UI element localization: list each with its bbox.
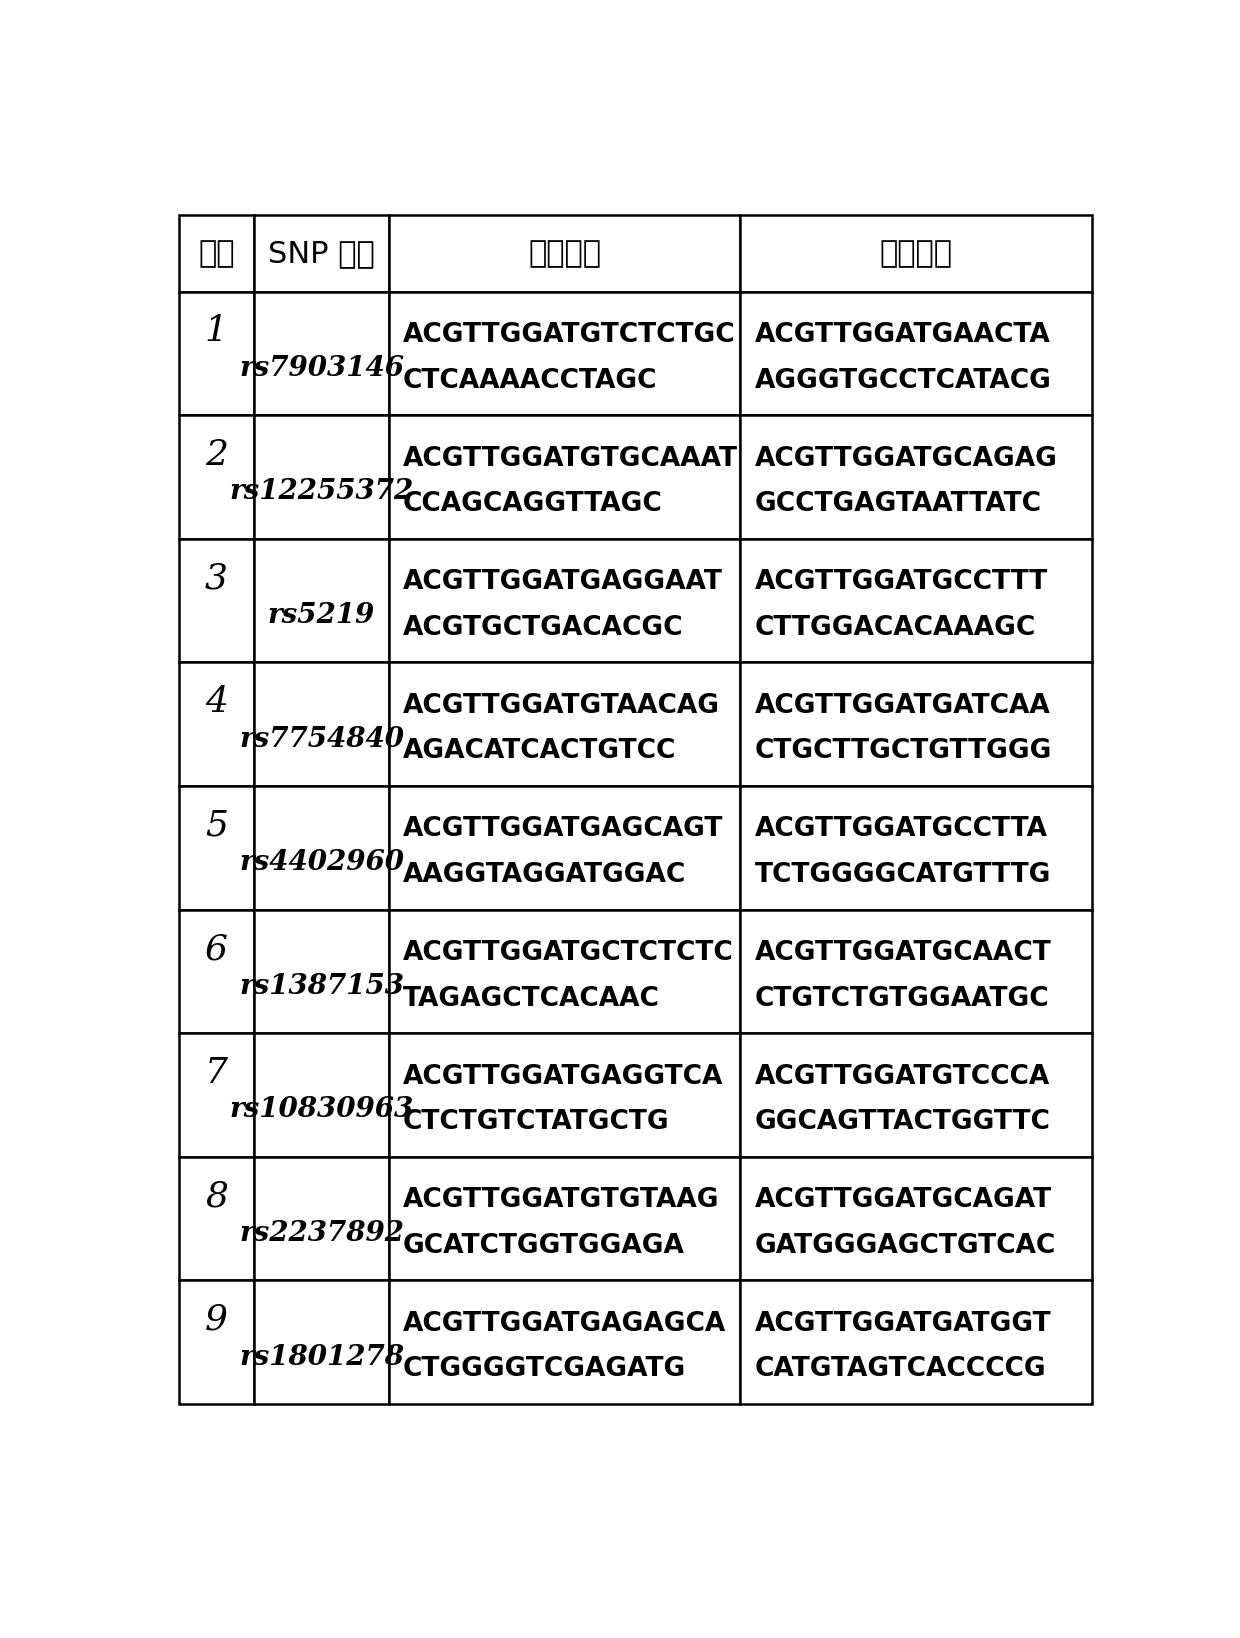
Text: ACGTTGGATGCCTTT: ACGTTGGATGCCTTT: [755, 568, 1048, 595]
Bar: [389, 416, 740, 539]
Text: 7: 7: [205, 1057, 228, 1089]
Bar: [740, 1034, 1092, 1156]
Text: ACGTTGGATGAGGAAT: ACGTTGGATGAGGAAT: [403, 568, 723, 595]
Text: rs12255372: rs12255372: [229, 478, 414, 506]
Text: 9: 9: [205, 1302, 228, 1337]
Text: 下游引物: 下游引物: [879, 239, 952, 269]
Text: AGACATCACTGTCC: AGACATCACTGTCC: [403, 739, 677, 765]
Bar: [179, 1034, 254, 1156]
Bar: [179, 909, 254, 1034]
Text: CTGTCTGTGGAATGC: CTGTCTGTGGAATGC: [755, 986, 1049, 1012]
Bar: [179, 216, 254, 292]
Bar: [389, 909, 740, 1034]
Text: CTCAAAACCTAGC: CTCAAAACCTAGC: [403, 367, 657, 393]
Text: 3: 3: [205, 562, 228, 596]
Bar: [254, 786, 389, 909]
Text: 8: 8: [205, 1179, 228, 1214]
Bar: [389, 1156, 740, 1281]
Text: CTCTGTCTATGCTG: CTCTGTCTATGCTG: [403, 1109, 670, 1135]
Text: 序号: 序号: [198, 239, 234, 269]
Bar: [254, 909, 389, 1034]
Bar: [740, 539, 1092, 662]
Bar: [740, 909, 1092, 1034]
Text: CATGTAGTCACCCCG: CATGTAGTCACCCCG: [755, 1356, 1047, 1382]
Bar: [389, 1034, 740, 1156]
Text: CTGCTTGCTGTTGGG: CTGCTTGCTGTTGGG: [755, 739, 1052, 765]
Text: ACGTTGGATGAGGTCA: ACGTTGGATGAGGTCA: [403, 1063, 723, 1089]
Text: ACGTTGGATGTCCCA: ACGTTGGATGTCCCA: [755, 1063, 1050, 1089]
Bar: [254, 539, 389, 662]
Text: TAGAGCTCACAAC: TAGAGCTCACAAC: [403, 986, 660, 1012]
Text: ACGTTGGATGCAGAT: ACGTTGGATGCAGAT: [755, 1188, 1052, 1214]
Bar: [389, 292, 740, 416]
Bar: [389, 539, 740, 662]
Bar: [179, 416, 254, 539]
Text: ACGTTGGATGCTCTCTC: ACGTTGGATGCTCTCTC: [403, 940, 734, 966]
Bar: [740, 216, 1092, 292]
Text: 2: 2: [205, 437, 228, 472]
Bar: [254, 662, 389, 786]
Text: GCATCTGGTGGAGA: GCATCTGGTGGAGA: [403, 1233, 684, 1260]
Text: ACGTTGGATGAACTA: ACGTTGGATGAACTA: [755, 323, 1050, 347]
Text: rs4402960: rs4402960: [239, 848, 404, 876]
Bar: [179, 662, 254, 786]
Text: SNP 位点: SNP 位点: [268, 239, 374, 269]
Bar: [254, 216, 389, 292]
Text: 5: 5: [205, 809, 228, 842]
Bar: [179, 539, 254, 662]
Bar: [254, 1281, 389, 1404]
Text: CTTGGACACAAAGC: CTTGGACACAAAGC: [755, 614, 1035, 640]
Text: rs1801278: rs1801278: [239, 1343, 404, 1371]
Text: AGGGTGCCTCATACG: AGGGTGCCTCATACG: [755, 367, 1052, 393]
Text: GATGGGAGCTGTCAC: GATGGGAGCTGTCAC: [755, 1233, 1055, 1260]
Bar: [254, 416, 389, 539]
Text: ACGTGCTGACACGC: ACGTGCTGACACGC: [403, 614, 683, 640]
Text: ACGTTGGATGCCTTA: ACGTTGGATGCCTTA: [755, 816, 1048, 842]
Bar: [254, 1156, 389, 1281]
Text: 1: 1: [205, 314, 228, 349]
Text: rs7754840: rs7754840: [239, 726, 404, 752]
Text: ACGTTGGATGTGTAAG: ACGTTGGATGTGTAAG: [403, 1188, 719, 1214]
Bar: [740, 786, 1092, 909]
Bar: [254, 1034, 389, 1156]
Text: ACGTTGGATGTAACAG: ACGTTGGATGTAACAG: [403, 693, 720, 719]
Text: rs2237892: rs2237892: [239, 1220, 404, 1247]
Bar: [389, 1281, 740, 1404]
Text: ACGTTGGATGTGCAAAT: ACGTTGGATGTGCAAAT: [403, 446, 738, 472]
Text: AAGGTAGGATGGAC: AAGGTAGGATGGAC: [403, 862, 686, 888]
Bar: [740, 662, 1092, 786]
Bar: [740, 416, 1092, 539]
Text: rs10830963: rs10830963: [229, 1096, 414, 1124]
Text: ACGTTGGATGATGGT: ACGTTGGATGATGGT: [755, 1310, 1052, 1337]
Bar: [179, 1281, 254, 1404]
Text: ACGTTGGATGATCAA: ACGTTGGATGATCAA: [755, 693, 1050, 719]
Bar: [740, 292, 1092, 416]
Text: 6: 6: [205, 932, 228, 966]
Bar: [389, 216, 740, 292]
Text: rs5219: rs5219: [268, 603, 374, 629]
Bar: [740, 1281, 1092, 1404]
Text: CCAGCAGGTTAGC: CCAGCAGGTTAGC: [403, 491, 663, 518]
Text: GCCTGAGTAATTATC: GCCTGAGTAATTATC: [755, 491, 1042, 518]
Bar: [179, 1156, 254, 1281]
Text: 4: 4: [205, 685, 228, 719]
Text: rs1387153: rs1387153: [239, 973, 404, 999]
Text: ACGTTGGATGAGAGCA: ACGTTGGATGAGAGCA: [403, 1310, 727, 1337]
Text: ACGTTGGATGCAACT: ACGTTGGATGCAACT: [755, 940, 1052, 966]
Bar: [740, 1156, 1092, 1281]
Bar: [179, 786, 254, 909]
Text: ACGTTGGATGAGCAGT: ACGTTGGATGAGCAGT: [403, 816, 723, 842]
Text: ACGTTGGATGTCTCTGC: ACGTTGGATGTCTCTGC: [403, 323, 735, 347]
Text: rs7903146: rs7903146: [239, 355, 404, 382]
Text: ACGTTGGATGCAGAG: ACGTTGGATGCAGAG: [755, 446, 1058, 472]
Bar: [389, 786, 740, 909]
Bar: [254, 292, 389, 416]
Bar: [179, 292, 254, 416]
Text: TCTGGGGCATGTTTG: TCTGGGGCATGTTTG: [755, 862, 1052, 888]
Text: 上游引物: 上游引物: [528, 239, 601, 269]
Text: GGCAGTTACTGGTTC: GGCAGTTACTGGTTC: [755, 1109, 1050, 1135]
Bar: [389, 662, 740, 786]
Text: CTGGGGTCGAGATG: CTGGGGTCGAGATG: [403, 1356, 686, 1382]
